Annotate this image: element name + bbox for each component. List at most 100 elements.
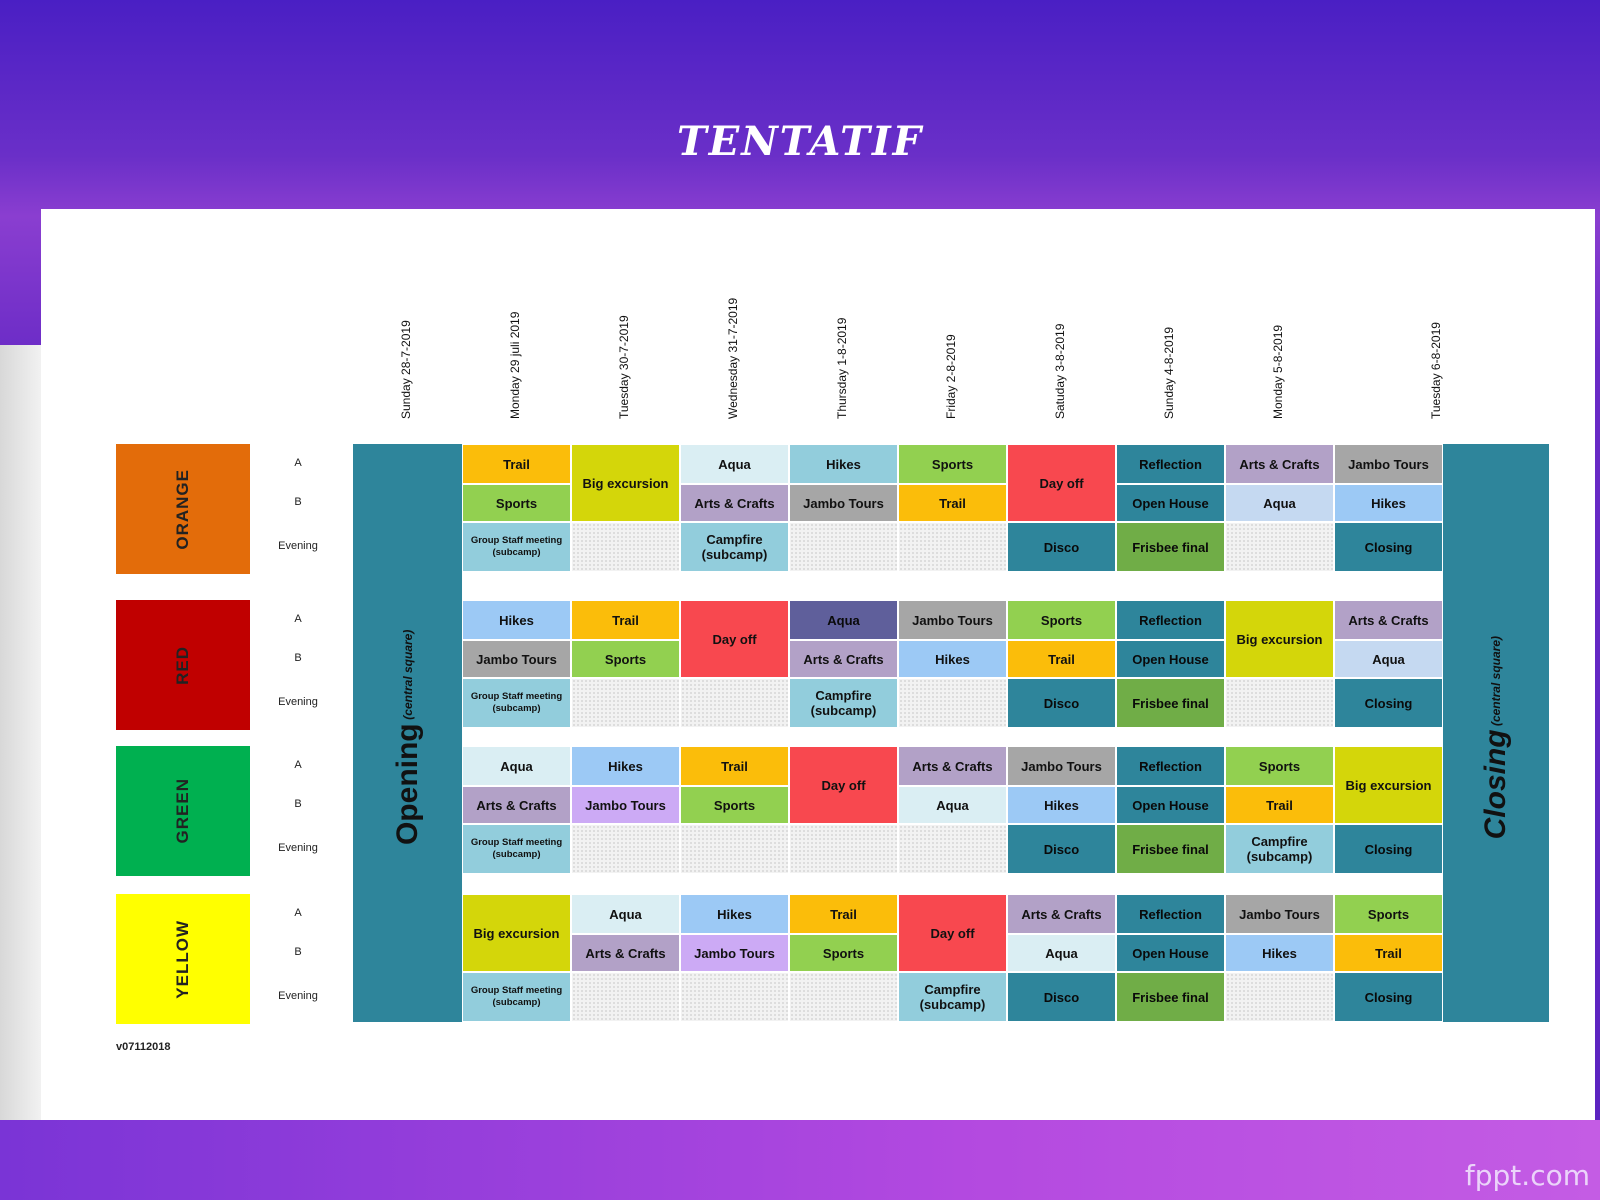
activity-cell[interactable]: Trail — [789, 894, 898, 934]
activity-cell[interactable]: Closing — [1334, 972, 1443, 1022]
activity-cell[interactable]: Jambo Tours — [1334, 444, 1443, 484]
activity-cell[interactable]: Trail — [571, 600, 680, 640]
activity-cell[interactable]: Reflection — [1116, 444, 1225, 484]
empty-slot — [680, 824, 789, 874]
row-label: Evening — [278, 842, 318, 854]
activity-cell[interactable]: Campfire (subcamp) — [1225, 824, 1334, 874]
activity-cell[interactable]: Sports — [1334, 894, 1443, 934]
activity-cell[interactable]: Arts & Crafts — [571, 934, 680, 972]
activity-cell[interactable]: Trail — [898, 484, 1007, 522]
activity-cell[interactable]: Sports — [462, 484, 571, 522]
activity-cell[interactable]: Sports — [1225, 746, 1334, 786]
activity-cell[interactable]: Closing — [1334, 522, 1443, 572]
activity-cell[interactable]: Aqua — [680, 444, 789, 484]
activity-cell[interactable]: Big excursion — [462, 894, 571, 972]
activity-cell[interactable]: Closing — [1334, 678, 1443, 728]
row-label: B — [294, 798, 302, 810]
activity-cell[interactable]: Aqua — [898, 786, 1007, 824]
activity-cell[interactable]: Group Staff meeting (subcamp) — [462, 824, 571, 874]
activity-cell[interactable]: Big excursion — [1334, 746, 1443, 824]
activity-cell[interactable]: Aqua — [789, 600, 898, 640]
day-header: Tuesday 6-8-2019 — [1428, 322, 1443, 419]
group-yellow-block: YELLOW — [116, 894, 250, 1024]
activity-cell[interactable]: Aqua — [1007, 934, 1116, 972]
activity-cell[interactable]: Arts & Crafts — [1225, 444, 1334, 484]
activity-cell[interactable]: Disco — [1007, 678, 1116, 728]
row-label: B — [294, 652, 302, 664]
activity-cell[interactable]: Hikes — [462, 600, 571, 640]
activity-cell[interactable]: Aqua — [462, 746, 571, 786]
activity-cell[interactable]: Day off — [898, 894, 1007, 972]
activity-cell[interactable]: Trail — [680, 746, 789, 786]
activity-cell[interactable]: Arts & Crafts — [1007, 894, 1116, 934]
activity-cell[interactable]: Group Staff meeting (subcamp) — [462, 972, 571, 1022]
activity-cell[interactable]: Sports — [571, 640, 680, 678]
activity-cell[interactable]: Hikes — [1007, 786, 1116, 824]
activity-cell[interactable]: Arts & Crafts — [462, 786, 571, 824]
activity-cell[interactable]: Jambo Tours — [789, 484, 898, 522]
activity-cell[interactable]: Hikes — [1225, 934, 1334, 972]
activity-cell[interactable]: Disco — [1007, 972, 1116, 1022]
activity-cell[interactable]: Hikes — [898, 640, 1007, 678]
activity-cell[interactable]: Disco — [1007, 522, 1116, 572]
activity-cell[interactable]: Closing — [1334, 824, 1443, 874]
activity-cell[interactable]: Frisbee final — [1116, 678, 1225, 728]
activity-cell[interactable]: Hikes — [680, 894, 789, 934]
activity-cell[interactable]: Arts & Crafts — [789, 640, 898, 678]
activity-cell[interactable]: Jambo Tours — [462, 640, 571, 678]
activity-cell[interactable]: Arts & Crafts — [898, 746, 1007, 786]
activity-cell[interactable]: Aqua — [1225, 484, 1334, 522]
activity-cell[interactable]: Group Staff meeting (subcamp) — [462, 522, 571, 572]
activity-cell[interactable]: Trail — [1225, 786, 1334, 824]
activity-cell[interactable]: Group Staff meeting (subcamp) — [462, 678, 571, 728]
activity-cell[interactable]: Reflection — [1116, 894, 1225, 934]
activity-cell[interactable]: Hikes — [571, 746, 680, 786]
opening-column-title: Opening — [390, 723, 424, 846]
activity-cell[interactable]: Sports — [680, 786, 789, 824]
activity-cell[interactable]: Campfire (subcamp) — [898, 972, 1007, 1022]
activity-cell[interactable]: Reflection — [1116, 600, 1225, 640]
activity-cell[interactable]: Campfire (subcamp) — [680, 522, 789, 572]
activity-cell[interactable]: Sports — [1007, 600, 1116, 640]
activity-cell[interactable]: Sports — [898, 444, 1007, 484]
activity-cell[interactable]: Disco — [1007, 824, 1116, 874]
activity-cell[interactable]: Hikes — [1334, 484, 1443, 522]
activity-cell[interactable]: Frisbee final — [1116, 522, 1225, 572]
row-label: Evening — [278, 990, 318, 1002]
activity-cell[interactable]: Open House — [1116, 934, 1225, 972]
activity-cell[interactable]: Trail — [462, 444, 571, 484]
activity-cell[interactable]: Jambo Tours — [898, 600, 1007, 640]
activity-cell[interactable]: Day off — [680, 600, 789, 678]
day-header: Wednesday 31-7-2019 — [725, 297, 740, 419]
activity-cell[interactable]: Big excursion — [1225, 600, 1334, 678]
day-header: Monday 5-8-2019 — [1270, 324, 1285, 419]
activity-cell[interactable]: Frisbee final — [1116, 972, 1225, 1022]
activity-cell[interactable]: Open House — [1116, 640, 1225, 678]
group-red-block: RED — [116, 600, 250, 730]
activity-cell[interactable]: Jambo Tours — [571, 786, 680, 824]
activity-cell[interactable]: Big excursion — [571, 444, 680, 522]
activity-cell[interactable]: Reflection — [1116, 746, 1225, 786]
activity-cell[interactable]: Aqua — [1334, 640, 1443, 678]
activity-cell[interactable]: Trail — [1334, 934, 1443, 972]
activity-cell[interactable]: Arts & Crafts — [1334, 600, 1443, 640]
activity-cell[interactable]: Hikes — [789, 444, 898, 484]
page-title: TENTATIF — [676, 118, 924, 165]
activity-cell[interactable]: Jambo Tours — [680, 934, 789, 972]
activity-cell[interactable]: Sports — [789, 934, 898, 972]
activity-cell[interactable]: Day off — [789, 746, 898, 824]
activity-cell[interactable]: Frisbee final — [1116, 824, 1225, 874]
day-header: Satuday 3-8-2019 — [1052, 323, 1067, 419]
activity-cell[interactable]: Arts & Crafts — [680, 484, 789, 522]
activity-cell[interactable]: Jambo Tours — [1007, 746, 1116, 786]
activity-cell[interactable]: Campfire (subcamp) — [789, 678, 898, 728]
activity-cell[interactable]: Open House — [1116, 786, 1225, 824]
activity-cell[interactable]: Day off — [1007, 444, 1116, 522]
row-label: B — [294, 946, 302, 958]
activity-cell[interactable]: Jambo Tours — [1225, 894, 1334, 934]
activity-cell[interactable]: Open House — [1116, 484, 1225, 522]
opening-column: Opening (central square) — [353, 444, 462, 1022]
version-label: v07112018 — [116, 1041, 171, 1053]
activity-cell[interactable]: Trail — [1007, 640, 1116, 678]
activity-cell[interactable]: Aqua — [571, 894, 680, 934]
